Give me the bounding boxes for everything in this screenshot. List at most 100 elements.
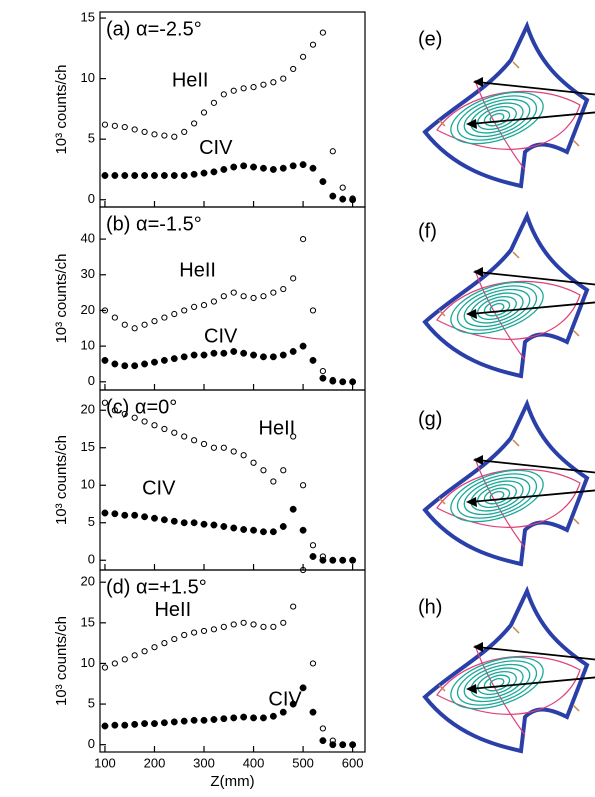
open-marker [200,627,208,635]
filled-marker [240,713,248,721]
open-marker [210,444,218,451]
filled-marker [220,523,228,530]
panel-label: (e) [418,28,442,50]
open-marker [309,660,317,667]
filled-marker [240,526,248,533]
open-marker [220,623,227,630]
filled-marker [289,348,297,355]
filled-marker [170,718,178,726]
filled-marker [319,556,327,564]
filled-marker [101,172,109,179]
open-marker [161,425,168,433]
filled-marker [329,377,337,385]
open-marker [220,91,227,98]
series-label: CIV [199,137,233,159]
filled-marker [319,737,327,745]
filled-marker [180,519,188,527]
open-marker [141,418,148,425]
plot-frame [99,11,366,208]
open-marker [111,407,118,414]
open-marker [240,619,247,626]
y-tick-label: 15 [81,439,95,454]
open-marker [191,629,198,636]
open-marker [141,321,148,328]
filled-marker [160,172,168,179]
filled-marker [170,517,178,525]
open-marker [131,414,138,421]
x-tick-label: 600 [342,755,364,770]
open-marker [181,433,188,440]
open-marker [101,307,109,314]
flux-diagram [423,214,595,378]
filled-marker [269,712,277,720]
open-marker [151,422,158,429]
open-marker [171,429,178,436]
filled-marker [111,721,119,729]
filled-marker [131,511,139,519]
open-marker [280,467,287,474]
open-marker [299,53,307,60]
y-tick-label: 10 [81,655,95,670]
filled-marker [279,351,287,359]
open-marker [191,437,198,444]
open-marker [181,631,188,639]
open-marker [151,644,158,651]
filled-marker [299,684,307,692]
filled-marker [309,164,317,172]
y-tick-label: 20 [81,302,95,317]
open-marker [270,79,277,86]
filled-marker [151,172,158,179]
open-marker [280,285,287,293]
filled-marker [151,358,158,366]
x-axis-label: Z(mm) [210,773,254,790]
filled-marker [160,356,168,364]
plot-frame [99,569,366,753]
filled-marker [180,172,188,179]
series-label: CIV [142,477,176,499]
open-marker [260,293,267,300]
open-marker [309,542,317,549]
filled-marker [121,721,129,729]
open-marker [299,236,307,243]
chart-title: (b) α=-1.5° [106,213,202,235]
open-marker [200,440,208,448]
open-marker [319,725,326,732]
open-marker [121,321,128,328]
open-marker [290,65,297,73]
filled-marker [141,720,149,728]
filled-marker [339,378,347,386]
open-marker [131,126,138,133]
filled-marker [220,166,228,173]
filled-marker [329,556,337,564]
y-axis-label: 10³ counts/ch [53,253,70,343]
open-marker [191,120,198,127]
filled-marker [260,164,267,172]
open-marker [280,75,287,82]
filled-marker [309,708,317,716]
open-marker [210,298,218,305]
open-marker [200,109,208,116]
filled-marker [121,172,129,179]
filled-marker [339,195,347,203]
filled-marker [230,348,238,355]
open-marker [299,566,307,574]
flux-diagram [423,24,595,188]
filled-marker [309,356,317,364]
open-marker [151,318,158,325]
filled-marker [220,349,228,357]
filled-marker [121,362,129,370]
open-marker [290,433,297,440]
flux-diagram [423,589,595,753]
open-marker [270,623,277,630]
open-marker [101,664,109,671]
filled-marker [329,192,337,200]
open-marker [260,81,267,88]
y-axis-label: 10³ counts/ch [53,64,70,154]
filled-marker [349,741,357,749]
filled-marker [240,162,248,170]
open-marker [181,128,188,136]
filled-marker [190,170,198,178]
y-tick-label: 10 [81,477,95,492]
y-tick-label: 0 [88,191,95,206]
filled-marker [151,720,158,728]
